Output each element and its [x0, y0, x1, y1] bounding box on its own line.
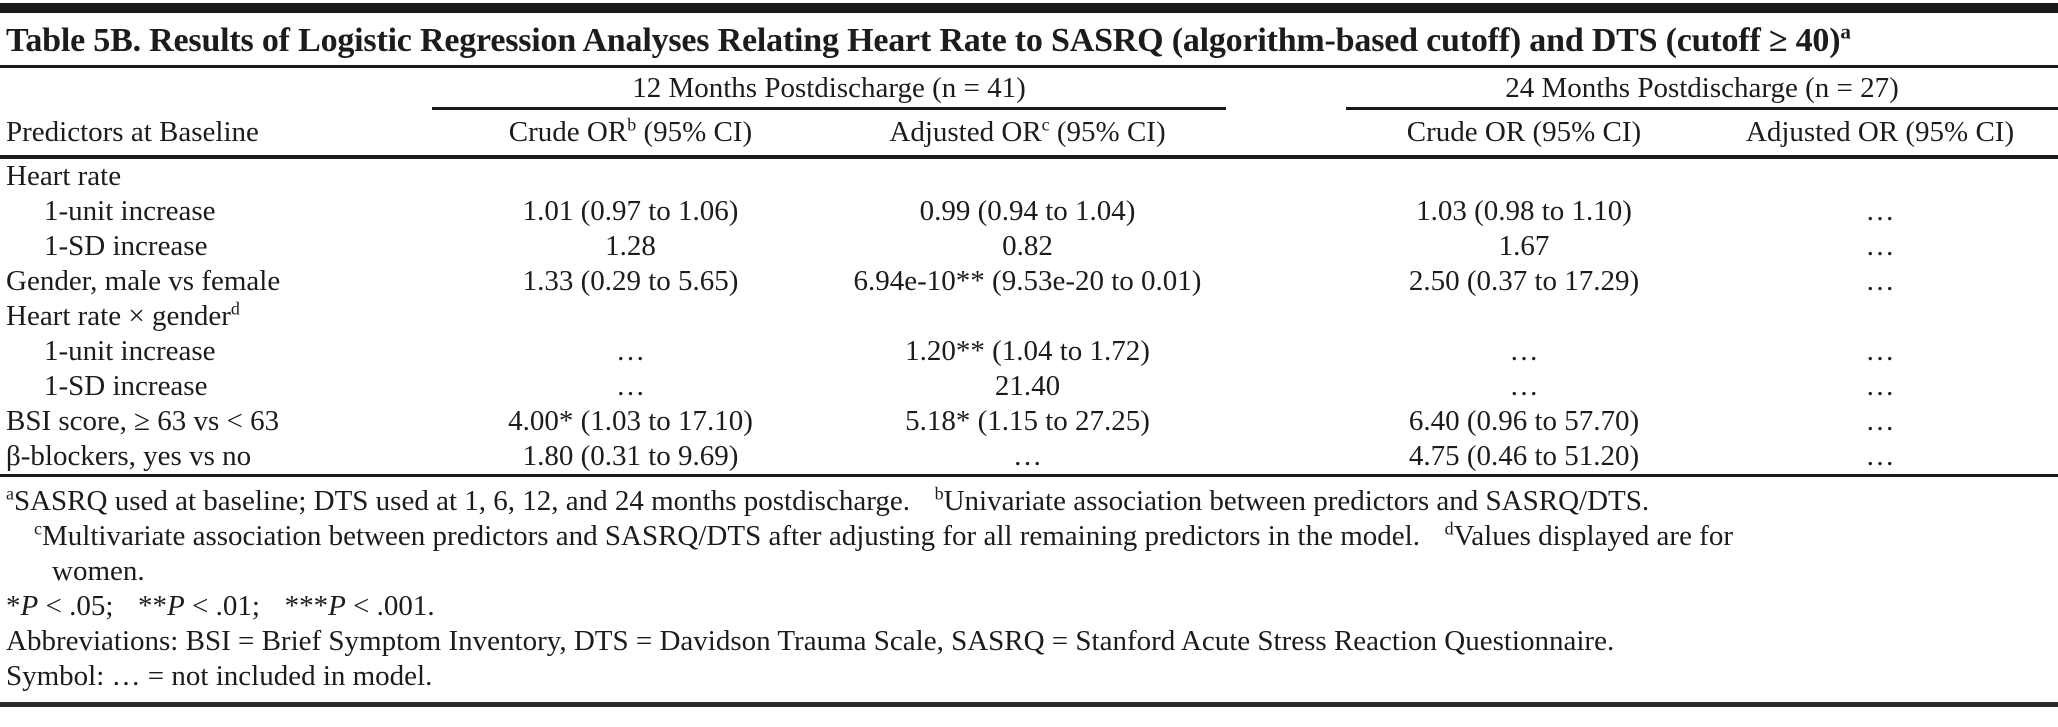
- row-label: 1-unit increase: [44, 335, 216, 367]
- table-body: Heart rate 1-unit increase 1.01 (0.97 to 1…: [0, 157, 2058, 477]
- cell-value: 1.01 (0.97 to 1.06): [522, 195, 739, 227]
- table-row: 1-unit increase 1.01 (0.97 to 1.06) 0.99 (…: [0, 194, 2058, 229]
- column-gap: [1226, 68, 1346, 109]
- cell-value: …: [1865, 405, 1895, 437]
- footnote-line: women.: [52, 555, 145, 587]
- table-row: Gender, male vs female 1.33 (0.29 to 5.65…: [0, 264, 2058, 299]
- cell-value: [829, 157, 1226, 194]
- table-header: Predictors at Baseline 12 Months Postdis…: [0, 68, 2058, 159]
- footnote-line: Symbol: … = not included in model.: [6, 660, 433, 692]
- cell-value: …: [1865, 265, 1895, 297]
- cell-value: 1.03 (0.98 to 1.10): [1416, 195, 1632, 227]
- column-gap: [1226, 157, 1346, 194]
- row-label: 1-SD increase: [44, 370, 208, 402]
- cell-value: [432, 299, 829, 334]
- cell-value: 4.00* (1.03 to 17.10): [508, 405, 753, 437]
- footnote-line: *P < .05; **P < .01; ***P < .001.: [6, 590, 435, 622]
- cell-value: [1702, 299, 2058, 334]
- cell-value: 6.94e-10** (9.53e-20 to 0.01): [853, 265, 1202, 297]
- column-gap: [1226, 299, 1346, 334]
- footnote-line: aSASRQ used at baseline; DTS used at 1, …: [6, 483, 1650, 517]
- cell-value: 0.82: [1002, 230, 1053, 262]
- column-header-crude-or-12m: Crude ORb (95% CI): [432, 108, 829, 159]
- row-label: β-blockers, yes vs no: [0, 439, 432, 477]
- cell-value: …: [1509, 335, 1539, 367]
- cell-value: [829, 299, 1226, 334]
- table-row: Heart rate × genderd: [0, 299, 2058, 334]
- row-label: 1-SD increase: [44, 230, 208, 262]
- column-gap: [1226, 369, 1346, 404]
- table-row: 1-SD increase … 21.40 … …: [0, 369, 2058, 404]
- cell-value: 0.99 (0.94 to 1.04): [919, 195, 1136, 227]
- cell-value: [1346, 157, 1702, 194]
- table-row: BSI score, ≥ 63 vs < 63 4.00* (1.03 to 17…: [0, 404, 2058, 439]
- group-header-12-months: 12 Months Postdischarge (n = 41): [432, 68, 1226, 110]
- cell-value: [1346, 299, 1702, 334]
- cell-value: …: [1509, 370, 1539, 402]
- column-gap: [1226, 334, 1346, 369]
- cell-value: 1.20** (1.04 to 1.72): [905, 335, 1150, 367]
- cell-value: [1702, 157, 2058, 194]
- cell-value: 5.18* (1.15 to 27.25): [905, 405, 1150, 437]
- table-row: Heart rate: [0, 157, 2058, 194]
- cell-value: …: [616, 370, 645, 402]
- footnotes: aSASRQ used at baseline; DTS used at 1, …: [0, 477, 2058, 694]
- table-row: 1-SD increase 1.28 0.82 1.67 …: [0, 229, 2058, 264]
- cell-value: …: [829, 439, 1226, 477]
- table-row: β-blockers, yes vs no 1.80 (0.31 to 9.69)…: [0, 439, 2058, 477]
- column-header-adjusted-or-24m: Adjusted OR (95% CI): [1702, 108, 2058, 159]
- results-table: Predictors at Baseline 12 Months Postdis…: [0, 68, 2058, 477]
- column-header-adjusted-or-12m: Adjusted ORc (95% CI): [829, 108, 1226, 159]
- column-gap: [1226, 439, 1346, 477]
- cell-value: …: [1865, 335, 1895, 367]
- top-rule: [0, 3, 2058, 13]
- footnote-line: cMultivariate association between predic…: [34, 518, 1734, 552]
- group-header-24-months: 24 Months Postdischarge (n = 27): [1346, 68, 2058, 110]
- cell-value: 1.28: [605, 230, 656, 262]
- cell-value: 6.40 (0.96 to 57.70): [1408, 405, 1640, 437]
- column-gap: [1226, 264, 1346, 299]
- cell-value: …: [1865, 370, 1895, 402]
- cell-value: …: [1865, 230, 1895, 262]
- cell-value: 4.75 (0.46 to 51.20): [1346, 439, 1702, 477]
- column-gap: [1226, 229, 1346, 264]
- cell-value: …: [616, 335, 645, 367]
- table-title: Table 5B. Results of Logistic Regression…: [0, 13, 2058, 68]
- cell-value: …: [1865, 195, 1895, 227]
- column-gap: [1226, 108, 1346, 159]
- cell-value: …: [1702, 439, 2058, 477]
- column-header-predictors: Predictors at Baseline: [0, 68, 432, 159]
- column-header-crude-or-24m: Crude OR (95% CI): [1346, 108, 1702, 159]
- cell-value: 1.80 (0.31 to 9.69): [432, 439, 829, 477]
- cell-value: 1.33 (0.29 to 5.65): [522, 265, 739, 297]
- group-header-row: Predictors at Baseline 12 Months Postdis…: [0, 68, 2058, 159]
- row-label: Heart rate × genderd: [6, 298, 240, 332]
- row-label: 1-unit increase: [44, 195, 216, 227]
- cell-value: [432, 157, 829, 194]
- footnote-line: Abbreviations: BSI = Brief Symptom Inven…: [6, 625, 1615, 657]
- row-label: Heart rate: [6, 160, 122, 192]
- row-label: Gender, male vs female: [6, 265, 281, 297]
- cell-value: 1.67: [1498, 230, 1550, 262]
- bottom-rule: [0, 702, 2058, 707]
- cell-value: 21.40: [994, 370, 1061, 402]
- table-row: 1-unit increase … 1.20** (1.04 to 1.72) … …: [0, 334, 2058, 369]
- cell-value: 2.50 (0.37 to 17.29): [1408, 265, 1640, 297]
- row-label: BSI score, ≥ 63 vs < 63: [6, 405, 280, 437]
- column-gap: [1226, 404, 1346, 439]
- column-gap: [1226, 194, 1346, 229]
- column-header-row: Crude ORb (95% CI) Adjusted ORc (95% CI)…: [0, 108, 2058, 159]
